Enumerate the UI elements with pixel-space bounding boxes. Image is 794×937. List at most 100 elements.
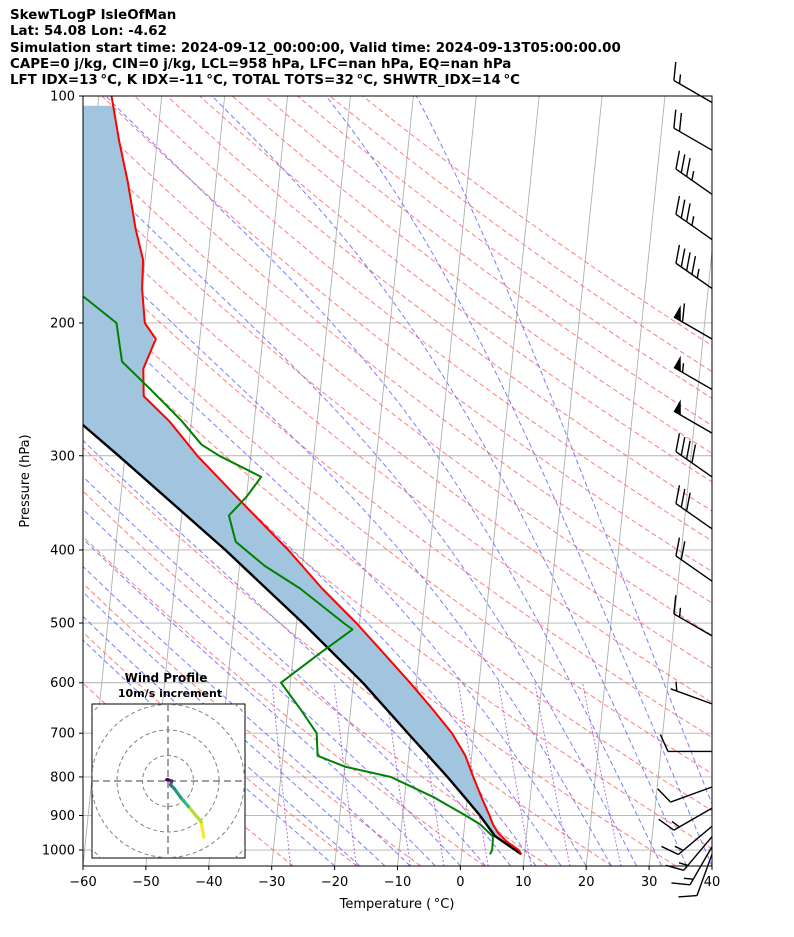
axes: Temperature ( °C) Pressure (hPa) −60 −50 −…	[18, 90, 720, 913]
hodograph-plot	[92, 704, 245, 858]
station-coordinates: Lat: 54.08 Lon: -4.62	[10, 24, 167, 40]
dry-adiabat	[329, 96, 712, 373]
barb-staff	[689, 846, 713, 886]
station-title: SkewTLogP IsleOfMan	[10, 8, 177, 23]
dry-adiabat	[83, 535, 485, 866]
barb-full	[685, 252, 691, 271]
mixing-ratio-line	[384, 682, 411, 866]
barb-full	[658, 818, 675, 831]
y-tick-label: 800	[50, 770, 75, 785]
simulation-times: Simulation start time: 2024-09-12_00:00:…	[10, 40, 621, 56]
wind-barb	[675, 150, 713, 195]
barb-full	[671, 882, 691, 886]
moist-adiabat	[83, 439, 512, 866]
mixing-ratio-line	[271, 682, 292, 866]
barb-full	[681, 303, 686, 323]
dry-adiabat	[199, 96, 712, 483]
barb-full	[685, 203, 691, 222]
y-tick-label: 1000	[42, 844, 75, 859]
moist-adiabat	[105, 96, 663, 866]
isotherm	[271, 96, 351, 866]
x-tick-label: 0	[456, 875, 464, 890]
dry-adiabat	[83, 248, 712, 739]
barb-full	[680, 154, 686, 173]
wind-barb	[657, 786, 713, 803]
x-tick-label: −20	[321, 875, 348, 890]
barb-full	[680, 541, 686, 560]
moist-adiabat	[83, 235, 612, 866]
barb-staff	[675, 262, 713, 290]
barb-full	[691, 255, 697, 275]
y-tick-label: 200	[50, 316, 75, 331]
barb-full	[678, 894, 698, 898]
wind-barb	[673, 355, 713, 391]
dry-adiabat	[231, 96, 712, 454]
isotherm	[585, 96, 666, 866]
x-tick-label: −30	[258, 875, 285, 890]
dry-adiabat	[101, 96, 712, 573]
wind-barb	[673, 61, 713, 104]
moist-adiabat	[83, 508, 461, 866]
barb-full	[675, 537, 681, 557]
isotherm	[711, 861, 712, 866]
wind-barb	[678, 854, 713, 898]
x-tick-label: 30	[641, 875, 658, 890]
mixing-ratio-line	[416, 682, 445, 866]
barb-pennant	[673, 355, 681, 372]
barb-staff	[675, 213, 713, 241]
barb-half	[671, 820, 680, 828]
wind-barb	[675, 537, 713, 582]
barb-half	[678, 607, 682, 618]
barb-staff	[675, 503, 713, 530]
y-tick-label: 900	[50, 809, 75, 824]
barb-full	[657, 788, 672, 803]
barb-half	[674, 845, 684, 851]
barb-full	[680, 248, 686, 268]
x-tick-label: −40	[195, 875, 222, 890]
x-tick-label: −60	[69, 875, 96, 890]
dry-adiabat	[83, 446, 613, 866]
wind-barb	[673, 303, 713, 340]
barb-full	[675, 485, 681, 504]
wind-barbs	[657, 61, 713, 898]
barb-half	[683, 877, 694, 880]
hodograph-segment	[172, 787, 183, 800]
barb-staff	[673, 79, 713, 104]
barb-full	[661, 845, 679, 856]
hodograph-subtitle: 10m/s increment	[118, 687, 222, 700]
y-tick-label: 600	[50, 676, 75, 691]
convective-parameters: CAPE=0 j/kg, CIN=0 j/kg, LCL=958 hPa, LF…	[10, 56, 512, 72]
dry-adiabat	[83, 212, 712, 704]
wind-barb	[670, 681, 713, 705]
mixing-ratio-line	[333, 682, 357, 866]
dry-adiabat	[83, 285, 712, 775]
moist-adiabat	[83, 639, 335, 866]
barb-full	[673, 595, 677, 614]
barb-staff	[675, 451, 713, 478]
barb-pennant	[673, 399, 681, 416]
x-tick-label: −50	[132, 875, 159, 890]
barb-half	[678, 862, 689, 867]
barb-pennant	[673, 305, 681, 321]
y-tick-label: 700	[50, 727, 75, 742]
barb-staff	[670, 688, 713, 705]
dry-adiabat	[83, 631, 358, 866]
barb-staff	[677, 825, 713, 856]
moist-adiabat	[83, 615, 361, 866]
barb-half	[696, 268, 700, 279]
wind-barb	[673, 595, 713, 637]
barb-full	[685, 492, 691, 512]
wind-barb	[661, 825, 713, 856]
stability-indices: LFT IDX=13 °C, K IDX=-11 °C, TOTAL TOTS=…	[10, 73, 521, 89]
y-tick-label: 100	[50, 90, 75, 105]
diagram-header: SkewTLogP IsleOfMan Lat: 54.08 Lon: -4.6…	[10, 8, 790, 89]
barb-half	[675, 681, 678, 692]
hodograph-segment	[199, 820, 206, 839]
hodograph-segment	[179, 795, 190, 809]
dry-adiabat	[83, 363, 712, 850]
barb-staff	[675, 555, 713, 582]
barb-half	[681, 363, 685, 373]
wind-hodograph-inset: Wind Profile 10m/s increment	[91, 671, 246, 859]
barb-full	[675, 195, 681, 215]
barb-staff	[675, 168, 713, 195]
